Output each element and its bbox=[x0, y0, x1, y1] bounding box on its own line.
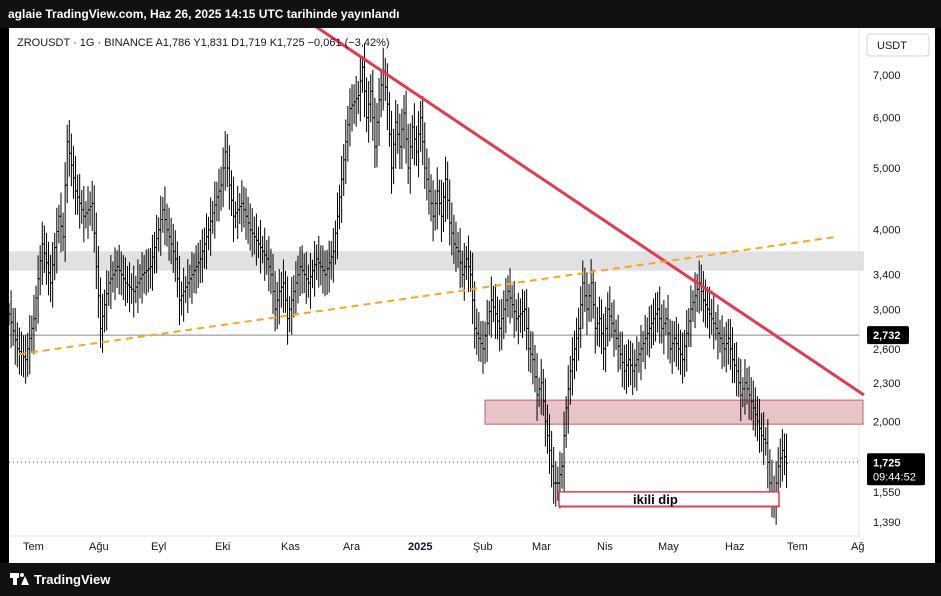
bar-countdown-label: 09:44:52 bbox=[873, 471, 916, 483]
x-tick-label: May bbox=[658, 541, 679, 553]
y-tick-label: 1,390 bbox=[873, 517, 901, 529]
y-tick-label: 2,600 bbox=[873, 344, 901, 356]
x-tick-label: Tem bbox=[787, 541, 808, 553]
resistance-zone bbox=[9, 251, 864, 271]
level-price-label: 2,732 bbox=[873, 330, 901, 342]
current-price-label: 1,725 bbox=[873, 457, 901, 469]
publish-line: aglaie TradingView.com, Haz 26, 2025 14:… bbox=[8, 7, 400, 21]
y-tick-label: 2,300 bbox=[873, 378, 901, 390]
x-tick-label: Mar bbox=[532, 541, 551, 553]
y-tick-label: 6,000 bbox=[873, 113, 901, 125]
x-tick-label: Kas bbox=[281, 541, 300, 553]
publish-header: aglaie TradingView.com, Haz 26, 2025 14:… bbox=[0, 0, 941, 28]
y-tick-label: 5,000 bbox=[873, 163, 901, 175]
currency-label: USDT bbox=[877, 40, 907, 52]
descending-trendline[interactable] bbox=[308, 20, 865, 397]
ascending-dashed-trendline[interactable] bbox=[18, 235, 838, 356]
x-tick-label: Şub bbox=[473, 541, 493, 553]
x-tick-label: Nis bbox=[597, 541, 613, 553]
currency-button[interactable]: USDT bbox=[866, 33, 930, 57]
level-price-badge bbox=[867, 326, 909, 345]
x-tick-label: Ağu bbox=[89, 541, 109, 553]
tradingview-brand: TradingView bbox=[34, 571, 111, 587]
y-tick-label: 7,000 bbox=[873, 70, 901, 82]
plot-background bbox=[9, 28, 935, 563]
x-tick-label: Tem bbox=[23, 541, 44, 553]
chart-frame[interactable]: ikili dip 7,000 6,000 5,000 4,000 3,400 3,000… bbox=[7, 20, 935, 563]
symbol-legend: ZROUSDT · 1G · BINANCE A1,786 Y1,831 D1,… bbox=[17, 37, 390, 49]
x-tick-label: Haz bbox=[725, 541, 745, 553]
y-tick-label: 3,400 bbox=[873, 270, 901, 282]
y-tick-label: 4,000 bbox=[873, 225, 901, 237]
support-zone bbox=[484, 399, 864, 425]
current-price-badge bbox=[867, 453, 925, 486]
tradingview-logo-icon bbox=[10, 573, 29, 585]
tradingview-logo[interactable]: TradingView bbox=[10, 571, 110, 587]
y-tick-label: 3,000 bbox=[873, 304, 901, 316]
y-tick-label: 1,550 bbox=[873, 487, 901, 499]
price-chart[interactable]: ikili dip 7,000 6,000 5,000 4,000 3,400 3,000… bbox=[7, 20, 935, 563]
x-tick-label: 2025 bbox=[408, 541, 432, 553]
x-tick-label: Ağ bbox=[851, 541, 864, 553]
x-tick-label: Eyl bbox=[151, 541, 166, 553]
y-tick-label: 2,000 bbox=[873, 416, 901, 428]
x-tick-label: Eki bbox=[215, 541, 230, 553]
double-bottom-label: ikili dip bbox=[633, 492, 678, 507]
x-tick-label: Ara bbox=[343, 541, 361, 553]
footer-bar: TradingView bbox=[0, 563, 941, 596]
